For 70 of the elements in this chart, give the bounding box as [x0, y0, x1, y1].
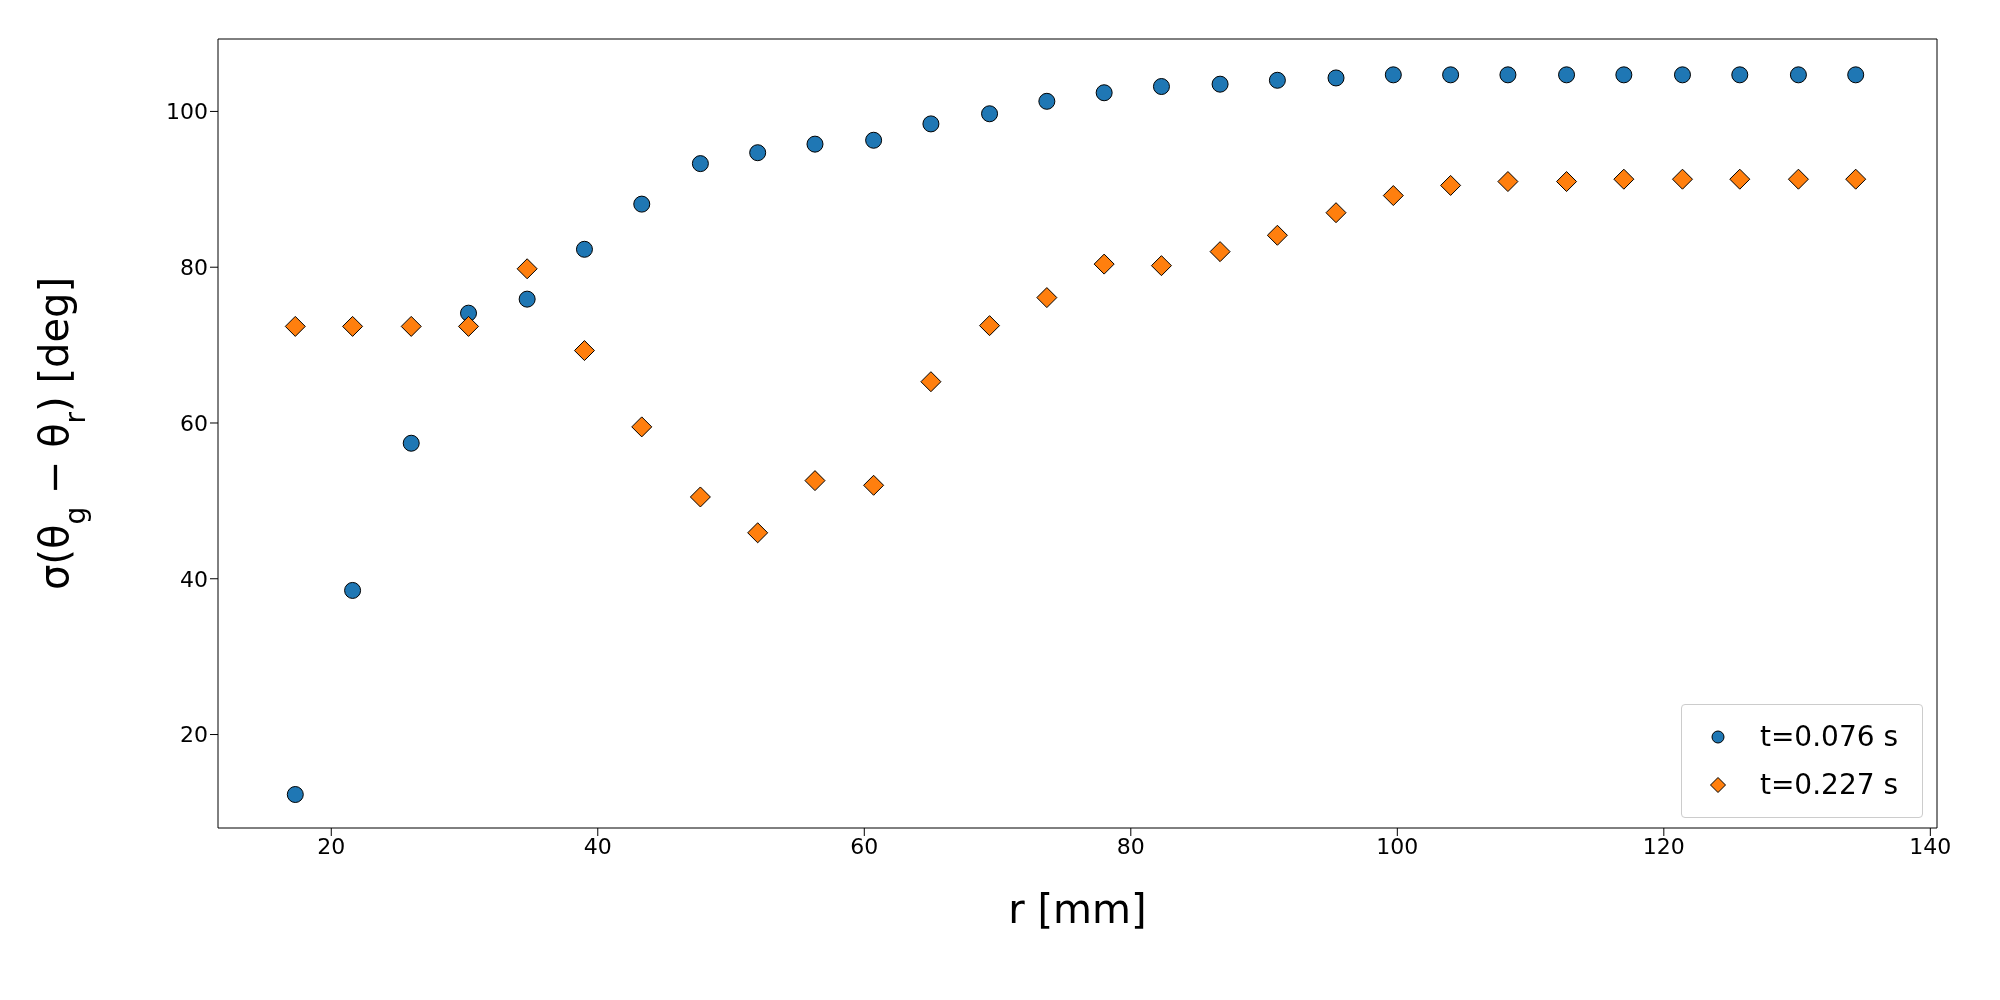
x-tick-label: 140: [1909, 833, 1952, 859]
point: [1268, 71, 1286, 89]
point: [1038, 92, 1056, 110]
point: [1671, 168, 1693, 190]
point: [806, 135, 824, 153]
point: [1036, 287, 1058, 309]
point: [1211, 75, 1229, 93]
point: [1152, 78, 1170, 96]
point: [1556, 171, 1578, 193]
point: [575, 240, 593, 258]
point: [1209, 241, 1231, 263]
point: [516, 258, 538, 280]
point: [1613, 168, 1635, 190]
point: [863, 474, 885, 496]
point: [1729, 168, 1751, 190]
x-axis-title: r [mm]: [1008, 886, 1147, 932]
point: [342, 315, 364, 337]
point: [573, 340, 595, 362]
point: [749, 144, 767, 162]
point: [284, 315, 306, 337]
point: [458, 315, 480, 337]
point: [1673, 66, 1691, 84]
point: [1150, 255, 1172, 277]
point: [1499, 66, 1517, 84]
point: [344, 581, 362, 599]
point: [1615, 66, 1633, 84]
point: [1325, 202, 1347, 224]
x-tick-label: 60: [850, 833, 879, 859]
point: [633, 195, 651, 213]
point: [1787, 168, 1809, 190]
point: [691, 155, 709, 173]
y-tick-label: 100: [166, 99, 208, 125]
point: [400, 315, 422, 337]
y-tick-label: 60: [180, 410, 208, 436]
point: [518, 290, 536, 308]
point: [402, 434, 420, 452]
legend-label: t=0.076 s: [1759, 719, 1898, 755]
point: [1497, 171, 1519, 193]
legend-label: t=0.227 s: [1759, 767, 1898, 803]
y-tick-label: 20: [180, 722, 208, 748]
y-tick-label: 40: [180, 566, 208, 592]
point: [1789, 66, 1807, 84]
x-tick-label: 40: [583, 833, 612, 859]
point: [865, 131, 883, 149]
x-tick-label: 100: [1376, 833, 1419, 859]
x-tick-label: 20: [317, 833, 346, 859]
point: [747, 522, 769, 544]
point: [1845, 168, 1867, 190]
point: [922, 115, 940, 133]
point: [1731, 66, 1749, 84]
point: [1440, 174, 1462, 196]
point: [1093, 253, 1115, 275]
point: [631, 416, 653, 438]
x-tick-label: 120: [1642, 833, 1685, 859]
point: [1847, 66, 1865, 84]
point: [1095, 84, 1113, 102]
point: [979, 315, 1001, 337]
point: [286, 786, 304, 804]
point: [981, 105, 999, 123]
point: [689, 486, 711, 508]
point: [1442, 66, 1460, 84]
point: [920, 371, 942, 393]
y-tick-label: 80: [180, 255, 208, 281]
point: [804, 470, 826, 492]
point: [1382, 185, 1404, 207]
point: [1327, 69, 1345, 87]
point: [1384, 66, 1402, 84]
x-tick-label: 80: [1116, 833, 1145, 859]
point: [1266, 224, 1288, 246]
point: [1558, 66, 1576, 84]
